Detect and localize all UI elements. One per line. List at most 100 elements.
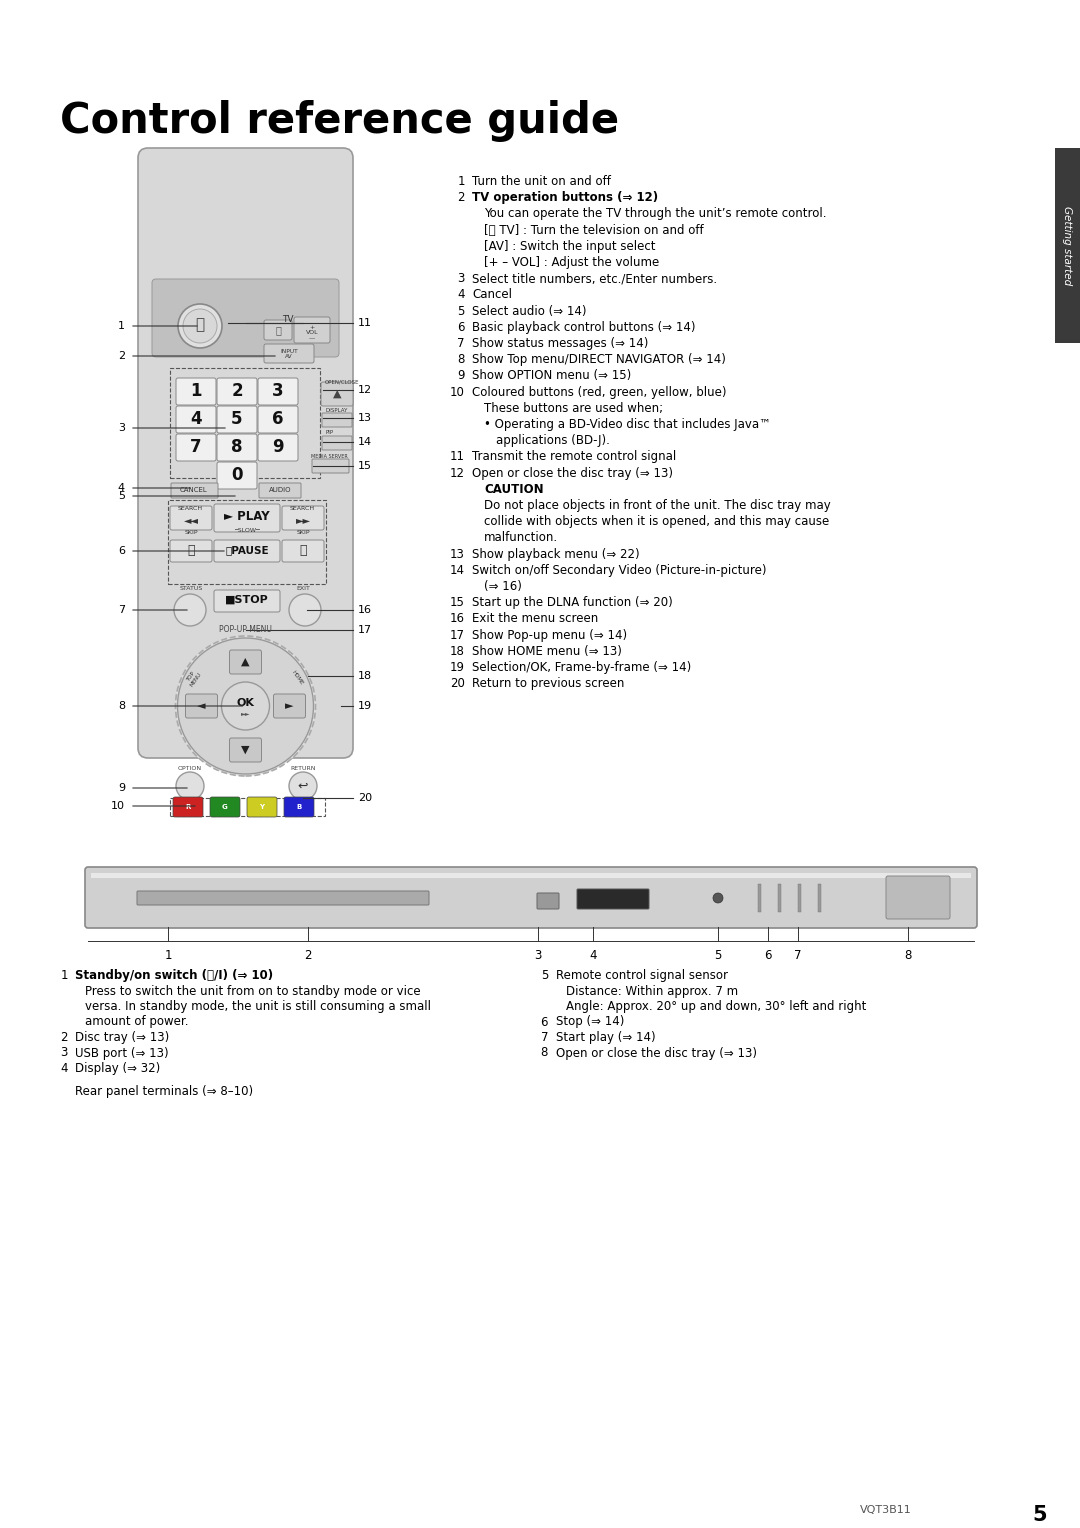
Text: ⏸PAUSE: ⏸PAUSE [226,545,269,555]
Text: 19: 19 [357,701,373,711]
Text: 12: 12 [450,466,465,480]
Text: These buttons are used when;: These buttons are used when; [484,402,663,414]
Text: Selection/OK, Frame-by-frame (⇒ 14): Selection/OK, Frame-by-frame (⇒ 14) [472,662,691,674]
Text: AUDIO: AUDIO [269,487,292,494]
Text: Standby/on switch (⏻/I) (⇒ 10): Standby/on switch (⏻/I) (⇒ 10) [75,969,273,983]
Circle shape [175,636,315,776]
FancyBboxPatch shape [170,539,212,562]
Text: Open or close the disc tray (⇒ 13): Open or close the disc tray (⇒ 13) [472,466,673,480]
Text: ►►: ►► [241,712,251,717]
Text: 13: 13 [450,547,465,561]
Text: ▲: ▲ [241,657,249,668]
Text: ↩: ↩ [298,779,308,793]
Text: +
VOL
—: + VOL — [306,325,319,341]
Text: Show Top menu/DIRECT NAVIGATOR (⇒ 14): Show Top menu/DIRECT NAVIGATOR (⇒ 14) [472,353,726,367]
FancyBboxPatch shape [152,280,339,358]
Text: 2: 2 [60,1031,68,1044]
FancyBboxPatch shape [258,377,298,405]
Text: 20: 20 [450,677,465,691]
FancyBboxPatch shape [259,483,301,498]
Text: Exit the menu screen: Exit the menu screen [472,613,598,625]
Text: 3: 3 [272,382,284,400]
Text: STATUS: STATUS [179,585,203,590]
FancyBboxPatch shape [577,889,649,909]
Bar [778,885,781,912]
Text: Show Pop-up menu (⇒ 14): Show Pop-up menu (⇒ 14) [472,628,627,642]
FancyBboxPatch shape [273,694,306,718]
Text: amount of power.: amount of power. [85,1016,189,1028]
Text: 16: 16 [450,613,465,625]
Text: Cancel: Cancel [472,289,512,301]
Text: 2: 2 [231,382,243,400]
Text: OPEN/CLOSE: OPEN/CLOSE [325,379,360,385]
FancyBboxPatch shape [210,798,240,817]
Text: Display (⇒ 32): Display (⇒ 32) [75,1062,160,1076]
FancyBboxPatch shape [173,798,203,817]
FancyBboxPatch shape [217,434,257,461]
Text: RETURN: RETURN [291,766,315,770]
Text: ► PLAY: ► PLAY [225,510,270,524]
Text: 0: 0 [231,466,243,484]
Text: 4: 4 [118,483,125,494]
Text: 5: 5 [118,490,125,501]
Text: Show HOME menu (⇒ 13): Show HOME menu (⇒ 13) [472,645,622,657]
Text: CAUTION: CAUTION [484,483,543,495]
Text: SEARCH: SEARCH [291,506,315,512]
Bar [170,798,325,816]
Text: 9: 9 [118,782,125,793]
Text: Transmit the remote control signal: Transmit the remote control signal [472,451,676,463]
FancyBboxPatch shape [229,738,261,762]
Text: ■STOP: ■STOP [225,594,269,605]
Text: 1: 1 [458,176,465,188]
Circle shape [177,639,313,775]
Text: 7: 7 [458,338,465,350]
Text: 17: 17 [357,625,373,636]
Circle shape [221,681,270,730]
Text: 4: 4 [590,949,597,963]
FancyBboxPatch shape [138,148,353,758]
Text: [+ – VOL] : Adjust the volume: [+ – VOL] : Adjust the volume [484,257,659,269]
Circle shape [289,772,318,801]
Text: 13: 13 [357,413,372,423]
Text: 15: 15 [450,596,465,610]
FancyBboxPatch shape [312,458,349,474]
Text: VQT3B11: VQT3B11 [860,1505,912,1514]
FancyBboxPatch shape [176,434,216,461]
Text: Getting started: Getting started [1063,206,1072,286]
Text: Angle: Approx. 20° up and down, 30° left and right: Angle: Approx. 20° up and down, 30° left… [566,999,866,1013]
Text: 18: 18 [357,671,373,681]
FancyBboxPatch shape [537,892,559,909]
Text: Do not place objects in front of the unit. The disc tray may: Do not place objects in front of the uni… [484,500,831,512]
Text: 3: 3 [458,272,465,286]
Text: Start up the DLNA function (⇒ 20): Start up the DLNA function (⇒ 20) [472,596,673,610]
Circle shape [183,309,217,342]
Text: 3: 3 [60,1047,68,1059]
Text: TV: TV [282,315,294,324]
Text: Distance: Within approx. 7 m: Distance: Within approx. 7 m [566,984,738,998]
FancyBboxPatch shape [171,483,218,498]
FancyBboxPatch shape [886,876,950,918]
FancyBboxPatch shape [321,382,353,406]
FancyBboxPatch shape [229,649,261,674]
Text: ⏭: ⏭ [299,544,307,556]
Text: Open or close the disc tray (⇒ 13): Open or close the disc tray (⇒ 13) [556,1047,757,1059]
Text: Start play (⇒ 14): Start play (⇒ 14) [556,1031,656,1044]
Text: 14: 14 [450,564,465,576]
Text: ─SLOW─: ─SLOW─ [234,527,260,532]
Text: 1: 1 [190,382,202,400]
Text: CANCEL: CANCEL [180,487,207,494]
FancyBboxPatch shape [282,539,324,562]
Text: 1: 1 [164,949,172,963]
Text: EXIT: EXIT [296,585,310,590]
Text: Switch on/off Secondary Video (Picture-in-picture): Switch on/off Secondary Video (Picture-i… [472,564,767,576]
Circle shape [178,304,222,348]
Text: 1: 1 [60,969,68,983]
Text: PIP: PIP [325,431,333,435]
FancyBboxPatch shape [217,461,257,489]
FancyBboxPatch shape [294,316,330,342]
Text: Return to previous screen: Return to previous screen [472,677,624,691]
Text: ⏻: ⏻ [195,318,204,333]
Text: ⏻: ⏻ [275,325,281,335]
Text: Show OPTION menu (⇒ 15): Show OPTION menu (⇒ 15) [472,370,631,382]
Text: Coloured buttons (red, green, yellow, blue): Coloured buttons (red, green, yellow, bl… [472,385,727,399]
